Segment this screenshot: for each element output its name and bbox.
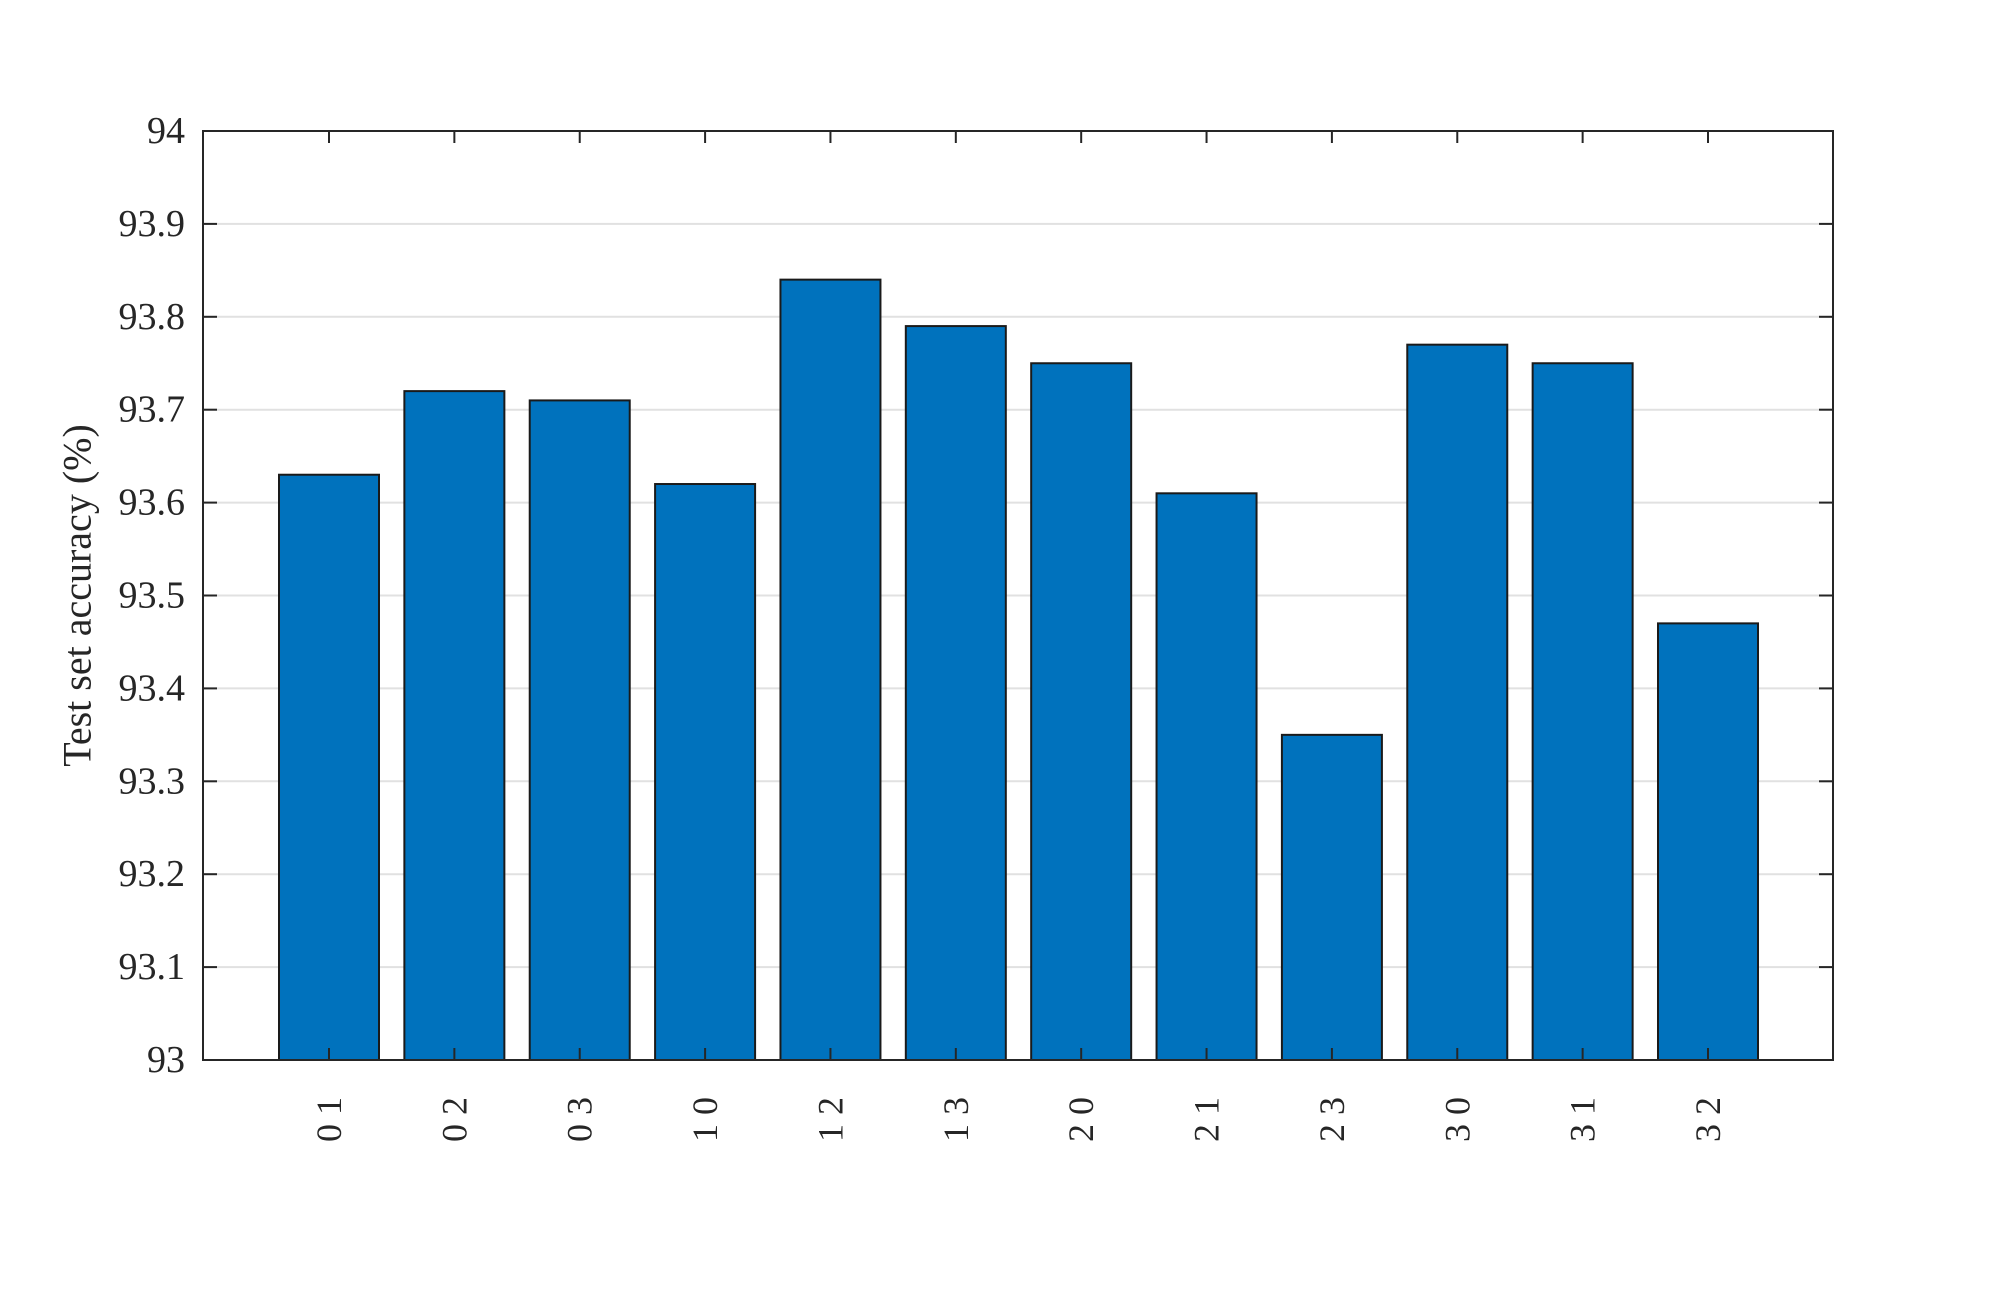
bar (1280, 733, 1383, 1061)
y-tick-labels: 93 93.1 93.2 93.3 93.4 93.5 93.6 93.7 93.8 93.9 94 (119, 110, 186, 1081)
y-tick-label: 93.3 (119, 760, 186, 802)
x-tick-label: 3 1 (1563, 1097, 1603, 1142)
bar (1406, 343, 1509, 1062)
bar (528, 399, 631, 1062)
x-tick-label: 1 0 (685, 1097, 725, 1142)
x-tick-label: 3 2 (1688, 1097, 1728, 1142)
bar (1030, 362, 1133, 1061)
y-axis-title: Test set accuracy (%) (55, 424, 100, 767)
x-tick-label: 1 2 (810, 1097, 850, 1142)
x-tick-label: 0 1 (309, 1097, 349, 1142)
bar (1531, 362, 1634, 1061)
y-tick-label: 93.4 (119, 667, 186, 709)
bar (1657, 622, 1759, 1061)
bars (278, 278, 1759, 1062)
y-tick-label: 93.5 (119, 575, 186, 617)
y-tick-label: 93.7 (119, 389, 186, 431)
x-tick-label: 0 3 (560, 1097, 600, 1142)
axes (202, 130, 1834, 1061)
y-tick-label: 93.6 (119, 482, 186, 524)
bar (1155, 492, 1258, 1061)
y-tick-label: 93.1 (119, 946, 186, 988)
bar (904, 325, 1007, 1061)
x-tick-label: 2 0 (1061, 1097, 1101, 1142)
bar (403, 390, 506, 1061)
y-tick-label: 93.9 (119, 203, 186, 245)
bar (278, 473, 380, 1062)
x-tick-label: 0 2 (434, 1097, 474, 1142)
x-tick-label: 1 3 (936, 1097, 976, 1142)
x-tick-label: 2 1 (1187, 1097, 1227, 1142)
x-tick-label: 2 3 (1312, 1097, 1352, 1142)
y-tick-label: 93.2 (119, 853, 186, 895)
y-tick-label: 93 (147, 1039, 185, 1081)
bar (654, 483, 757, 1061)
y-tick-label: 93.8 (119, 296, 186, 338)
y-tick-label: 94 (147, 110, 185, 152)
bar (779, 278, 882, 1061)
x-tick-labels: 0 1 0 2 0 3 1 0 1 2 1 3 2 0 2 1 2 3 3 0 3 1 3 2 (309, 1097, 1728, 1142)
x-tick-label: 3 0 (1437, 1097, 1477, 1142)
